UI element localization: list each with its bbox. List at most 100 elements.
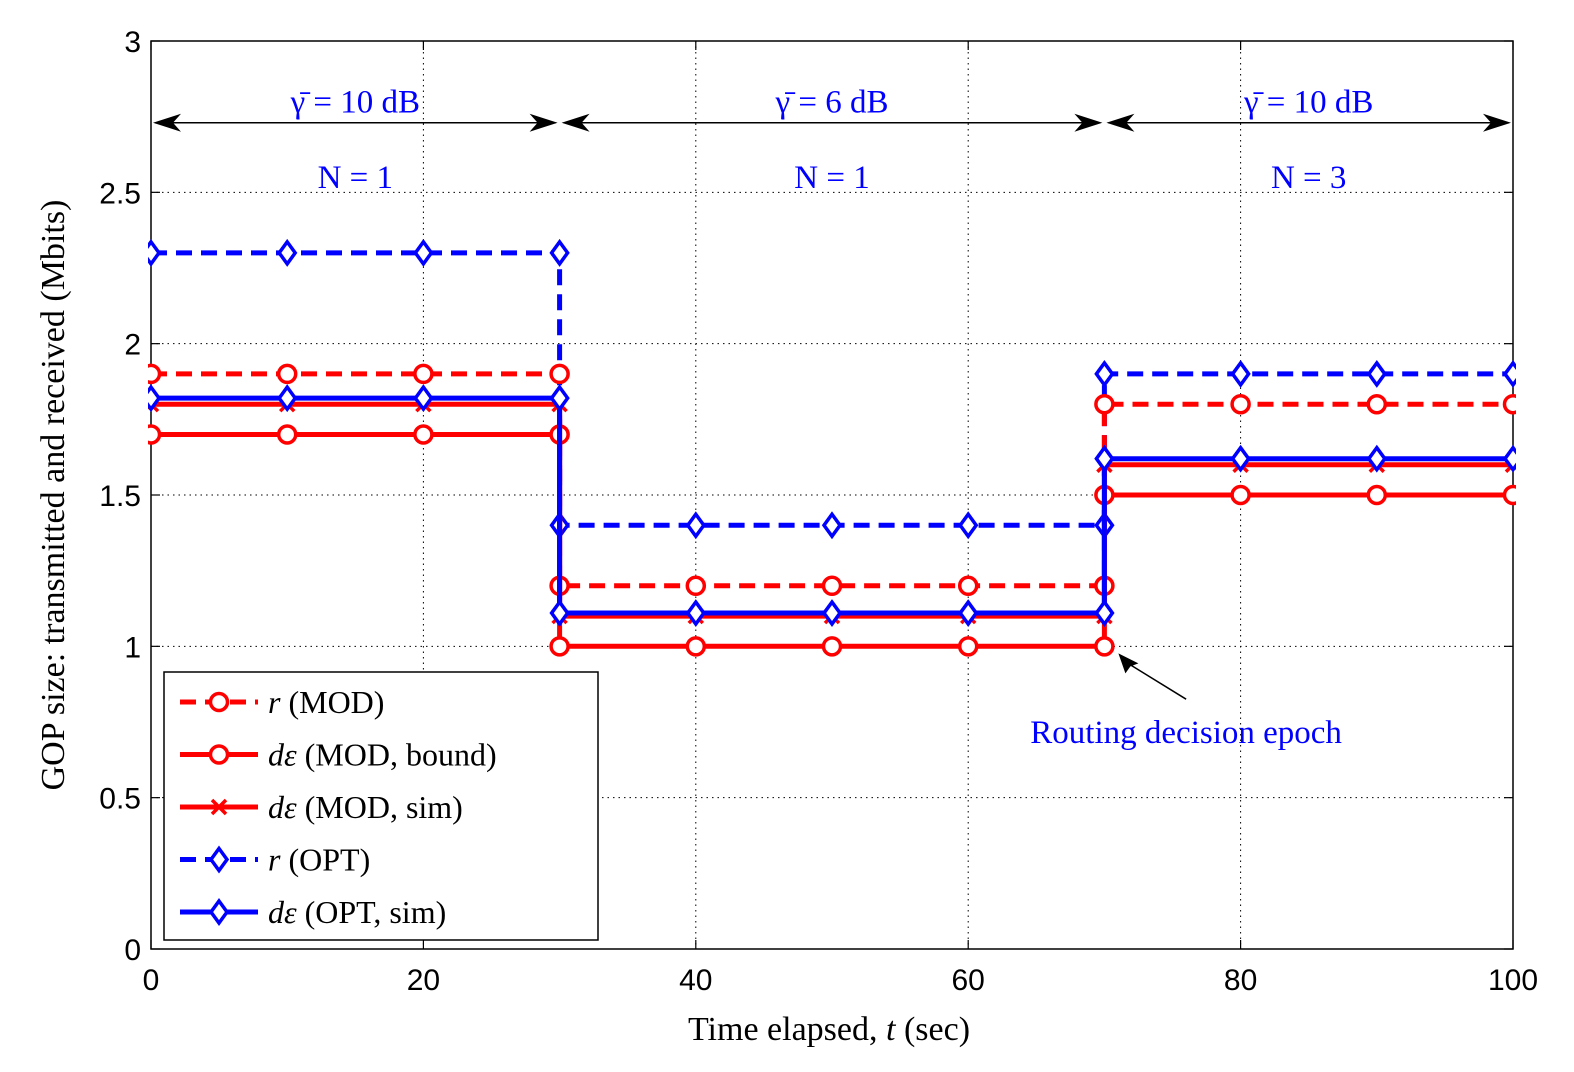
data-point xyxy=(1094,636,1115,657)
data-point xyxy=(1094,444,1115,473)
region-arrow-head-left xyxy=(153,113,181,132)
data-point xyxy=(685,636,707,657)
epoch-label: Routing decision epoch xyxy=(1030,715,1342,751)
data-point xyxy=(277,238,298,267)
data-point xyxy=(413,363,434,385)
legend-marker xyxy=(210,798,228,816)
data-point xyxy=(1230,484,1251,506)
data-point xyxy=(1502,393,1516,415)
data-point xyxy=(148,424,162,445)
data-point xyxy=(1230,444,1251,473)
annotations: γ̄ = 10 dB N = 1 γ̄ = 6 dB N = 1 γ̄ = 10 dB N… xyxy=(153,85,1511,751)
data-point xyxy=(1502,444,1516,473)
data-point xyxy=(685,575,707,597)
legend-label: dε (MOD, bound) xyxy=(268,737,497,773)
data-point xyxy=(148,384,162,413)
y-tick-label: 3 xyxy=(124,26,141,59)
data-point xyxy=(1366,444,1387,473)
region-snr-label: γ̄ = 6 dB xyxy=(775,85,889,121)
region-snr-label: γ̄ = 10 dB xyxy=(1243,85,1373,121)
data-point xyxy=(276,363,298,385)
epoch-arrow-head xyxy=(1118,653,1139,674)
series-line xyxy=(151,371,1513,589)
data-point xyxy=(549,384,570,413)
region-snr-label: γ̄ = 10 dB xyxy=(290,85,420,121)
legend-label: dε (OPT, sim) xyxy=(268,894,446,930)
axis-ticks: 0 20 40 60 80 100 0 0.5 1 1.5 2 2.5 3 xyxy=(99,26,1538,997)
data-point xyxy=(1230,393,1251,415)
x-axis-label: Time elapsed, t (sec) xyxy=(688,1011,970,1048)
data-point xyxy=(549,636,570,657)
legend-label: r (OPT) xyxy=(268,842,370,878)
region-n-label: N = 1 xyxy=(318,160,393,196)
y-tick-label: 2 xyxy=(124,329,141,362)
data-point xyxy=(957,636,979,657)
data-point xyxy=(821,636,843,657)
region-arrow-head-left xyxy=(561,113,590,132)
data-point xyxy=(1094,599,1115,628)
legend-marker xyxy=(208,691,230,713)
x-tick-label: 0 xyxy=(143,964,160,997)
data-point xyxy=(821,599,843,628)
y-tick-label: 0 xyxy=(124,934,141,967)
data-point xyxy=(148,363,162,385)
legend-label: r (MOD) xyxy=(268,684,384,720)
data-point xyxy=(957,575,979,597)
series-4 xyxy=(148,384,1516,628)
x-tick-label: 60 xyxy=(952,964,985,997)
data-point xyxy=(413,384,434,413)
data-point xyxy=(276,424,298,445)
y-axis-label: GOP size: transmitted and received (Mbit… xyxy=(35,200,72,791)
region-n-label: N = 3 xyxy=(1271,160,1346,196)
region-n-label: N = 1 xyxy=(794,160,869,196)
legend-item-3: r (OPT) xyxy=(180,842,370,878)
data-point xyxy=(685,511,706,540)
data-point xyxy=(958,511,979,540)
epoch-arrow-line xyxy=(1126,661,1187,700)
y-tick-label: 1 xyxy=(124,631,141,664)
y-tick-label: 2.5 xyxy=(99,177,141,210)
data-point xyxy=(1502,359,1516,388)
legend-item-0: r (MOD) xyxy=(180,684,384,720)
y-tick-label: 1.5 xyxy=(99,480,141,513)
data-point xyxy=(1094,393,1115,415)
data-point xyxy=(549,363,570,385)
legend-marker xyxy=(208,744,230,765)
legend-marker xyxy=(208,845,230,874)
x-tick-label: 100 xyxy=(1488,964,1538,997)
data-point xyxy=(1094,359,1115,388)
series-line xyxy=(151,250,1513,528)
data-point xyxy=(549,599,570,628)
data-point xyxy=(549,238,570,267)
data-point xyxy=(413,424,434,445)
data-point xyxy=(958,599,979,628)
data-point xyxy=(277,384,298,413)
region-arrow-head-right xyxy=(529,113,558,132)
legend-item-1: dε (MOD, bound) xyxy=(180,737,497,773)
data-point xyxy=(1366,359,1387,388)
y-tick-label: 0.5 xyxy=(99,783,141,816)
data-point xyxy=(1366,484,1388,506)
data-point xyxy=(148,238,162,267)
data-point xyxy=(821,575,843,597)
marker-x-stroke xyxy=(210,798,228,816)
legend-item-2: dε (MOD, sim) xyxy=(180,789,463,825)
region-arrow-head-right xyxy=(1483,113,1511,132)
region-arrow-head-right xyxy=(1074,113,1103,132)
data-point xyxy=(413,238,434,267)
x-tick-label: 40 xyxy=(679,964,712,997)
data-point xyxy=(1230,359,1251,388)
series-0 xyxy=(148,363,1516,597)
series-3 xyxy=(148,238,1516,540)
region-arrow-head-left xyxy=(1106,113,1135,132)
x-tick-label: 80 xyxy=(1224,964,1257,997)
data-point xyxy=(1366,393,1388,415)
data-point xyxy=(821,511,843,540)
data-point xyxy=(685,599,706,628)
legend-item-4: dε (OPT, sim) xyxy=(180,894,446,930)
legend-label: dε (MOD, sim) xyxy=(268,789,463,825)
series-1 xyxy=(148,424,1516,657)
legend-marker xyxy=(208,898,230,926)
legend: r (MOD) dε (MOD, bound) dε (MOD, sim) r (OP… xyxy=(163,671,599,941)
